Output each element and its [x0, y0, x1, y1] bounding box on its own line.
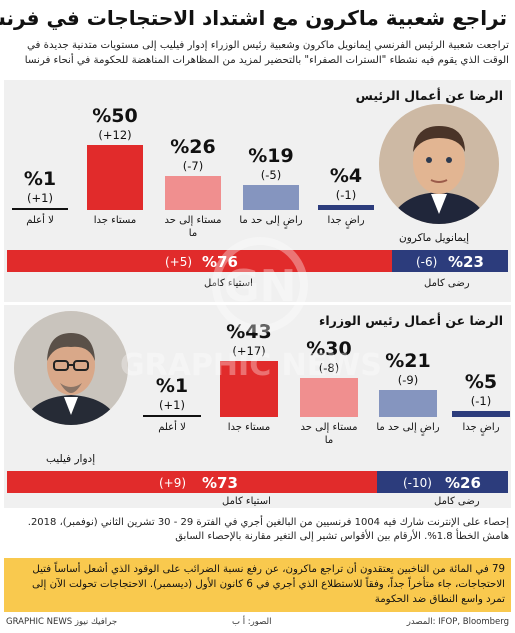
pm-bar-fairly-dissatisfied — [300, 378, 358, 417]
watermark-text: GRAPHIC NEWS — [120, 348, 382, 383]
footer-photos: الصور: أ ب — [232, 617, 272, 627]
president-category-very-dissatisfied: مستاء جدا — [93, 215, 137, 226]
pm-change-fairly-satisfied: (-9) — [397, 372, 419, 387]
president-chart-title: الرضا عن أعمال الرئيس — [355, 88, 503, 103]
president-change-no-answer: (+1) — [27, 191, 53, 205]
pm-satisfied-value: %26 — [445, 474, 481, 492]
president-value-fairly-satisfied: %19 — [248, 145, 294, 168]
pm-category-fairly-dissatisfied: مستاء إلى حد ما — [300, 422, 358, 446]
president-satisfied-label: رضى كامل — [424, 278, 470, 289]
president-value-very-satisfied: %4 — [329, 164, 363, 187]
president-satisfied-bar: %23 (-6) — [392, 250, 508, 272]
methodology-note: إحصاء على الإنترنت شارك فيه 1004 فرنسيين… — [27, 517, 509, 542]
macron-name: إيمانويل ماكرون — [399, 232, 470, 244]
pm-value-very-satisfied: %5 — [464, 370, 498, 393]
president-bar-very-satisfied — [318, 204, 374, 210]
president-category-very-satisfied: راضٍ جدا — [327, 215, 365, 226]
president-chart: (-1) %4 راضٍ جدا (-5) %19 راضٍ إلى حد ما (-7)%… — [4, 80, 511, 302]
pm-bar-fairly-satisfied — [379, 389, 437, 417]
president-satisfied-change: (-6) — [416, 255, 438, 269]
president-dissatisfied-value: %76 — [202, 253, 238, 271]
pm-dissatisfied-label: استياء كامل — [222, 496, 271, 507]
watermark-logo-text: GN — [224, 261, 297, 312]
footer: GRAPHIC NEWS جرافيك نيوز الصور: أ ب المص… — [4, 615, 511, 631]
footer-source: المصدر: IFOP, Bloomberg — [406, 617, 509, 627]
highlight-box: 79 في المائة من الناخبين يعتقدون أن تراج… — [4, 558, 511, 612]
pm-dissatisfied-bar: %73 (+9) — [7, 471, 377, 493]
watermark-logo: GN — [200, 235, 320, 335]
president-panel: الرضا عن أعمال الرئيس إيمانويل ماكرون (-… — [4, 80, 511, 302]
intro-text: تراجعت شعبية الرئيس الفرنسي إيمانويل ماك… — [24, 40, 509, 66]
pm-bar-no-answer — [143, 415, 201, 417]
president-satisfied-value: %23 — [448, 253, 484, 271]
president-value-no-answer: %1 — [23, 168, 57, 190]
pm-bar-very-dissatisfied — [220, 361, 278, 417]
president-category-no-answer: لا أعلم — [26, 215, 54, 226]
pm-satisfied-label: رضى كامل — [434, 496, 480, 507]
president-category-fairly-dissatisfied: مستاء إلى حد ما — [164, 215, 222, 239]
macron-portrait — [379, 104, 499, 224]
president-change-very-dissatisfied: (+12) — [98, 128, 132, 142]
pm-change-no-answer: (+1) — [159, 398, 185, 412]
president-change-very-satisfied: (-1) — [335, 187, 357, 202]
footer-credit: GRAPHIC NEWS جرافيك نيوز — [6, 617, 118, 627]
pm-change-very-satisfied: (-1) — [470, 393, 492, 408]
page-title: تراجع شعبية ماكرون مع اشتداد الاحتجاجات … — [0, 6, 507, 30]
president-bar-no-answer — [12, 208, 68, 210]
pm-chart: (-1) %5 راضٍ جدا (-9) %21 راضٍ إلى حد ما (-8)%… — [4, 305, 511, 508]
pm-value-fairly-satisfied: %21 — [385, 349, 431, 372]
pm-category-very-dissatisfied: مستاء جدا — [227, 422, 271, 433]
pm-change-very-dissatisfied: (+17) — [232, 344, 266, 359]
pm-change-fairly-dissatisfied: (-8) — [318, 361, 340, 375]
pm-value-fairly-dissatisfied: %30 — [306, 338, 352, 360]
pm-value-very-dissatisfied: %43 — [226, 321, 272, 344]
president-value-fairly-dissatisfied: %26 — [170, 136, 216, 159]
pm-category-very-satisfied: راضٍ جدا — [462, 422, 500, 433]
president-change-fairly-satisfied: (-5) — [260, 168, 282, 183]
pm-satisfied-change: (-10) — [403, 476, 432, 490]
president-bar-fairly-dissatisfied — [165, 176, 221, 210]
pm-category-no-answer: لا أعلم — [158, 422, 186, 433]
president-dissatisfied-change: (+5) — [165, 255, 193, 269]
pm-chart-title: الرضا عن أعمال رئيس الوزراء — [318, 313, 503, 328]
president-dissatisfied-label: استياء كامل — [204, 278, 253, 289]
pm-panel: الرضا عن أعمال رئيس الوزراء إدوار فيليب … — [4, 305, 511, 508]
pm-value-no-answer: %1 — [155, 375, 189, 397]
pm-dissatisfied-change: (+9) — [159, 476, 187, 490]
president-bar-fairly-satisfied — [243, 185, 299, 210]
president-dissatisfied-bar: %76 (+5) — [7, 250, 392, 272]
president-bar-very-dissatisfied — [87, 145, 143, 210]
president-change-fairly-dissatisfied: (-7) — [182, 159, 204, 174]
pm-dissatisfied-value: %73 — [202, 474, 238, 492]
pm-satisfied-bar: %26 (-10) — [377, 471, 508, 493]
pm-bar-very-satisfied — [452, 410, 510, 417]
president-value-very-dissatisfied: %50 — [92, 105, 138, 127]
highlight-text: 79 في المائة من الناخبين يعتقدون أن تراج… — [31, 564, 505, 605]
philippe-portrait — [14, 311, 128, 425]
philippe-name: إدوار فيليب — [46, 453, 96, 465]
president-category-fairly-satisfied: راضٍ إلى حد ما — [239, 215, 303, 226]
pm-category-fairly-satisfied: راضٍ إلى حد ما — [376, 422, 440, 433]
